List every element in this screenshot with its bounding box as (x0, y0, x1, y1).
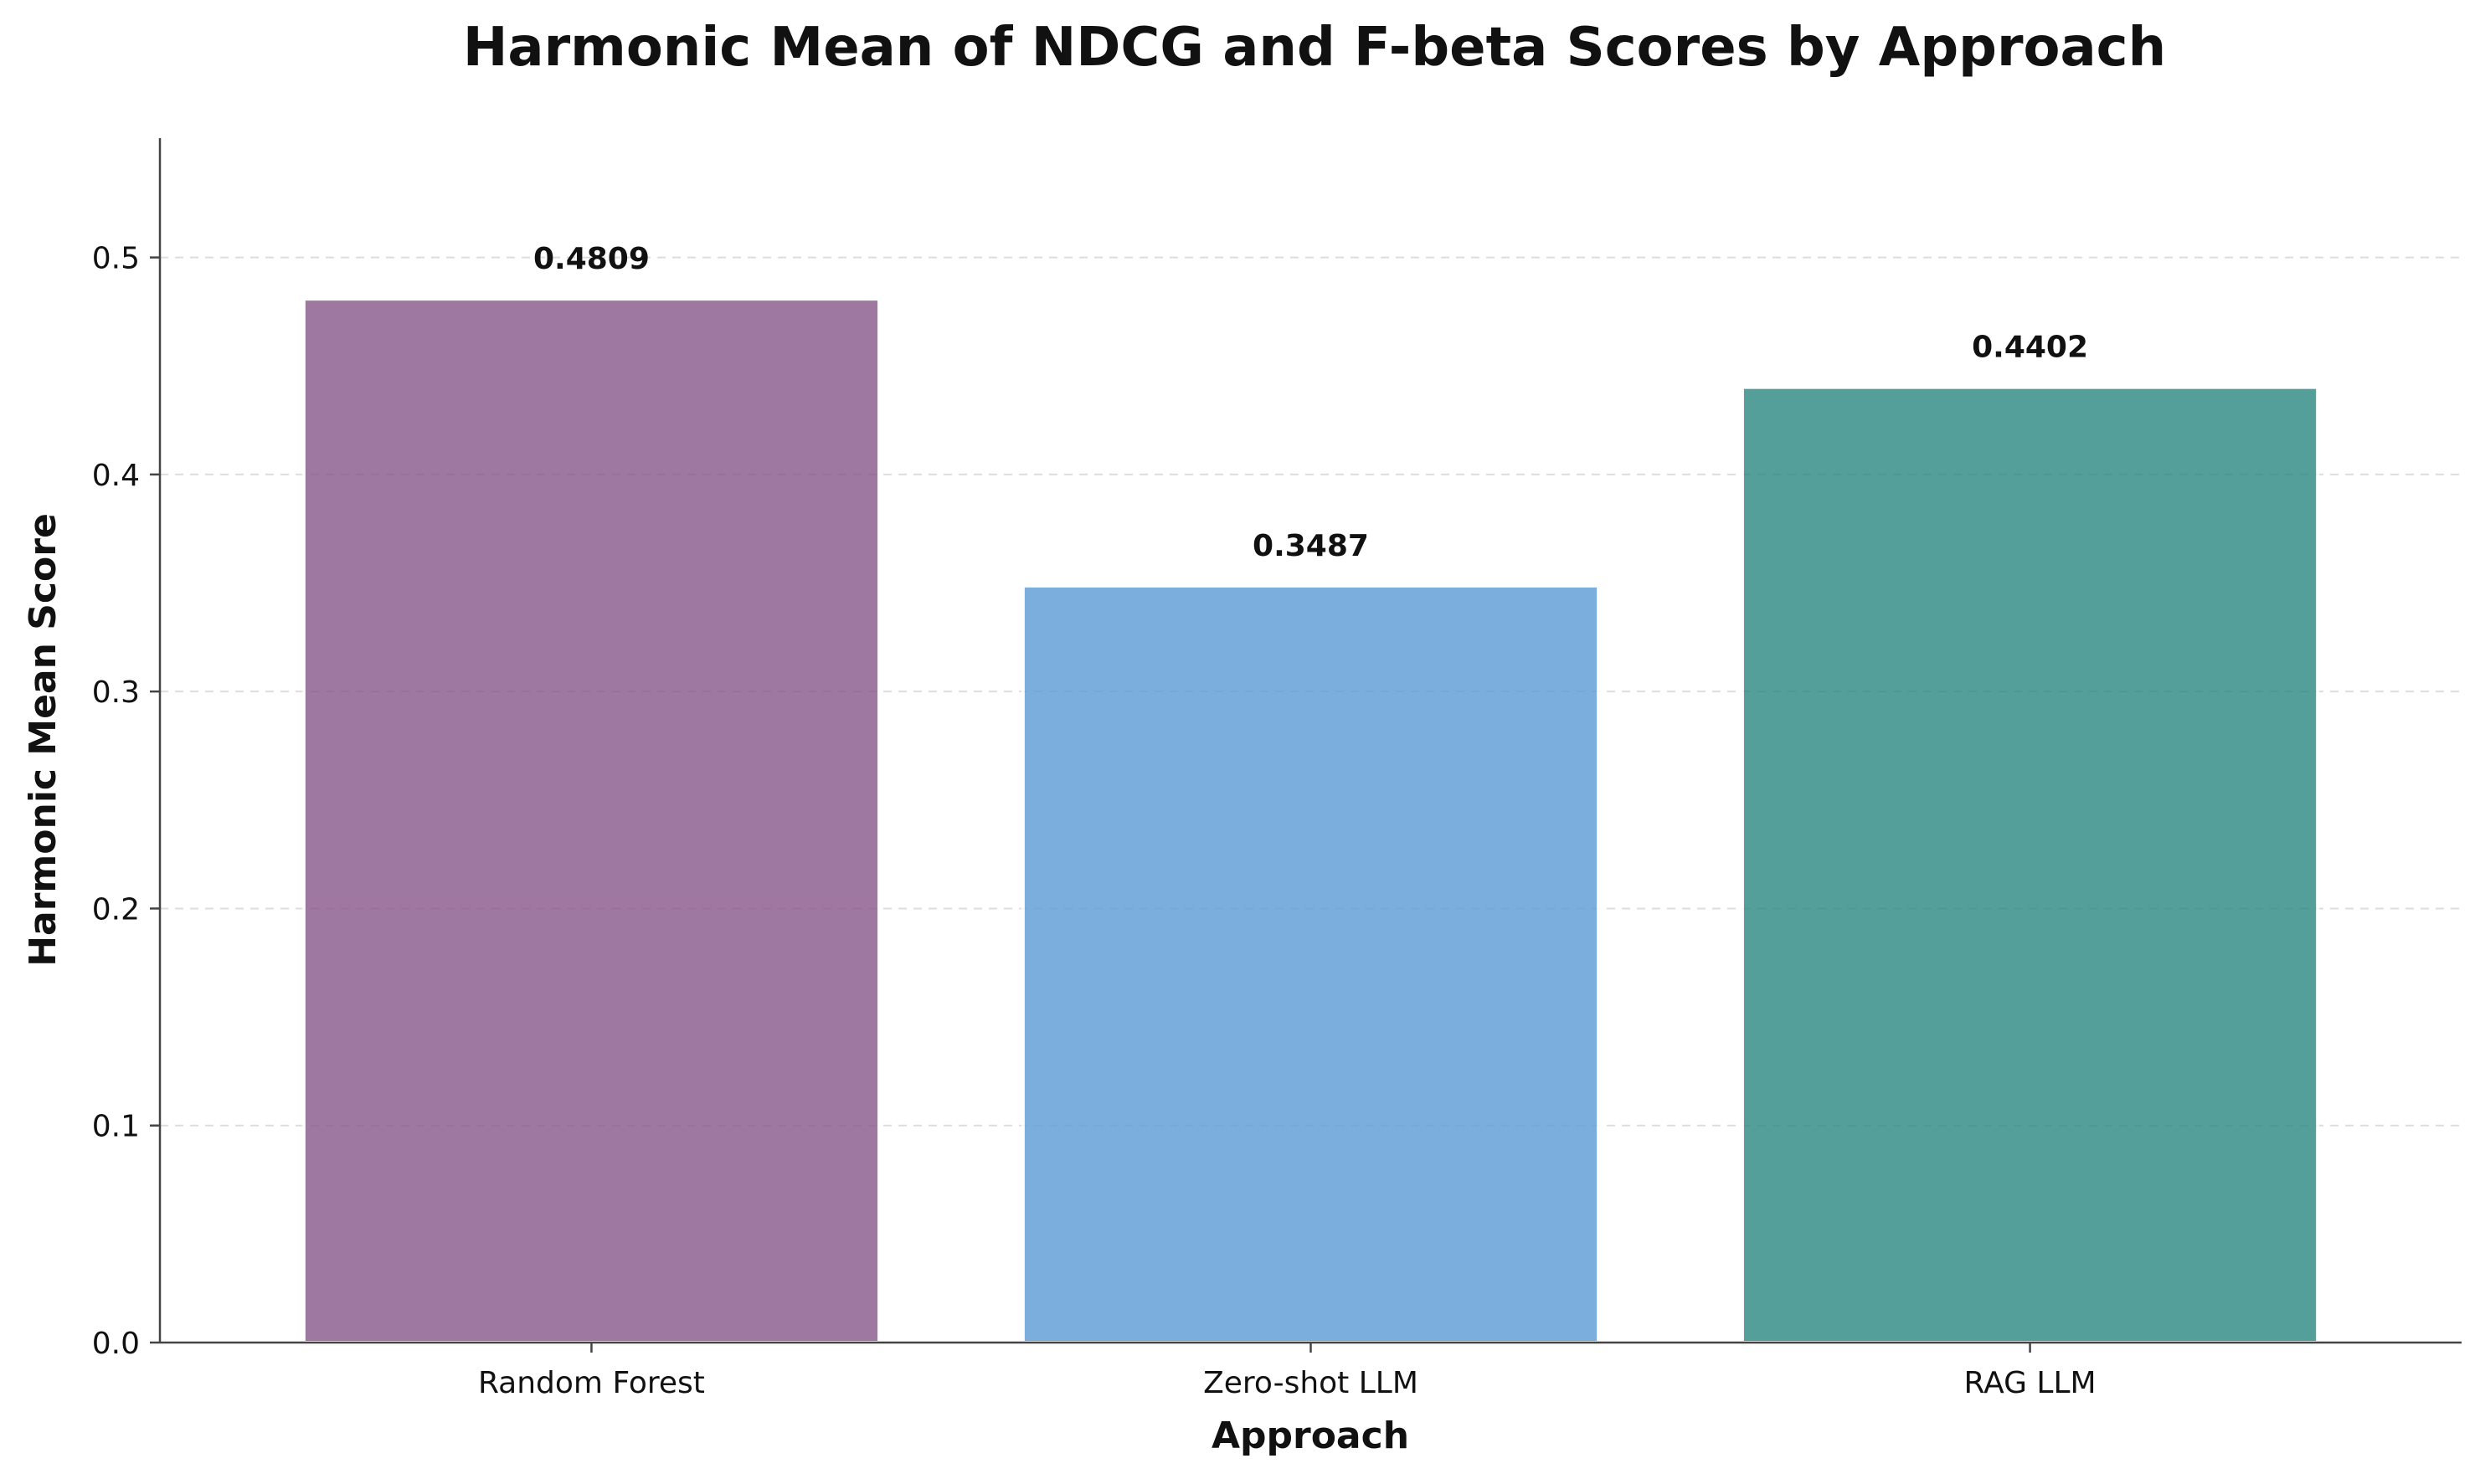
y-tick-label: 0.5 (92, 242, 140, 276)
bars (301, 297, 2320, 1345)
y-axis-ticks: 0.0 0.1 0.2 0.3 0.4 0.5 (92, 242, 160, 1361)
bar-value-label: 0.4809 (533, 242, 650, 276)
bar-value-label: 0.3487 (1253, 529, 1369, 563)
bar-random-forest (301, 297, 882, 1344)
x-axis-label: Approach (1212, 1415, 1409, 1457)
x-axis-ticks: Random Forest Zero-shot LLM RAG LLM (478, 1343, 2097, 1400)
bar-rag-llm (1740, 385, 2320, 1345)
x-tick-label: Zero-shot LLM (1203, 1366, 1418, 1400)
data-labels: 0.4809 0.3487 0.4402 (533, 242, 2088, 563)
x-tick-label: Random Forest (478, 1366, 705, 1400)
y-tick-label: 0.2 (92, 892, 140, 927)
bar-zero-shot-llm (1021, 583, 1601, 1344)
chart-title: Harmonic Mean of NDCG and F-beta Scores … (463, 17, 2166, 79)
y-axis-label: Harmonic Mean Score (22, 513, 64, 967)
y-tick-label: 0.4 (92, 459, 140, 493)
bar-value-label: 0.4402 (1972, 331, 2088, 365)
y-tick-label: 0.1 (92, 1110, 140, 1144)
y-tick-label: 0.0 (92, 1327, 140, 1361)
y-tick-label: 0.3 (92, 675, 140, 710)
x-tick-label: RAG LLM (1964, 1366, 2097, 1400)
